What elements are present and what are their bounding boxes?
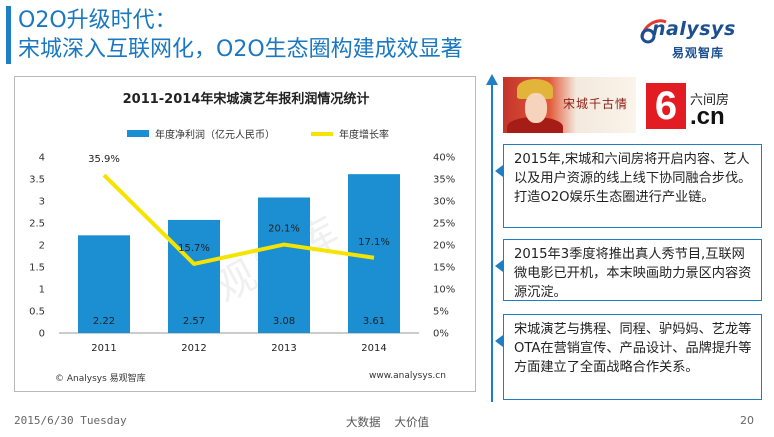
y-tick-label: 1 bbox=[39, 285, 45, 296]
footer-slogan-2: 大价值 bbox=[394, 415, 430, 429]
chart-source-left: © Analysys 易观智库 bbox=[55, 374, 146, 384]
y2-tick-label: 0% bbox=[433, 329, 449, 340]
info-box-1: 2015年,宋城和六间房将开启内容、艺人以及用户资源的线上线下协同融合步伐。打造… bbox=[495, 144, 762, 228]
x-tick-label: 2014 bbox=[361, 343, 386, 354]
y-tick-label: 3.5 bbox=[29, 175, 45, 186]
y-tick-label: 4 bbox=[39, 153, 45, 164]
bar-2012 bbox=[168, 219, 220, 333]
line-value-label: 15.7% bbox=[178, 243, 210, 254]
growth-rate-line bbox=[102, 173, 375, 266]
analysys-logo: nalysys 易观智库 bbox=[632, 16, 762, 64]
chart-plot: 00.511.522.533.540%5%10%15%20%25%30%35%4… bbox=[29, 153, 455, 355]
info-box-2-text: 2015年3季度将推出真人秀节目,互联网微电影已开机，本末映画助力景区内容资源沉… bbox=[514, 247, 752, 300]
sixroom-number: 6 bbox=[646, 83, 686, 129]
slide-title-line2: 宋城深入互联网化，O2O生态圈构建成效显著 bbox=[18, 37, 463, 62]
sixroom-name: 六间房 bbox=[690, 93, 730, 108]
bar-value-label: 3.08 bbox=[273, 316, 295, 327]
page-number: 20 bbox=[740, 414, 754, 427]
sixroom-domain: .cn bbox=[690, 103, 725, 130]
y2-tick-label: 5% bbox=[433, 307, 449, 318]
info-box-1-text: 2015年,宋城和六间房将开启内容、艺人以及用户资源的线上线下协同融合步伐。打造… bbox=[514, 152, 752, 205]
bar-2013 bbox=[258, 197, 310, 333]
chart-title: 2011-2014年宋城演艺年报利润情况统计 bbox=[122, 92, 370, 107]
line-value-label: 20.1% bbox=[268, 224, 300, 235]
timeline-line bbox=[491, 84, 493, 402]
logo-swoosh-icon bbox=[640, 19, 667, 44]
image-figure-robe bbox=[507, 117, 563, 133]
footer-slogan: 大数据 大价值 bbox=[346, 414, 429, 430]
slide-title: O2O升级时代： 宋城深入互联网化，O2O生态圈构建成效显著 bbox=[18, 6, 463, 64]
info-box-2: 2015年3季度将推出真人秀节目,互联网微电影已开机，本末映画助力景区内容资源沉… bbox=[495, 239, 762, 301]
title-accent-bar bbox=[6, 6, 11, 64]
y2-tick-label: 35% bbox=[433, 175, 455, 186]
image-figure-face bbox=[525, 93, 547, 123]
legend-label-profit: 年度净利润（亿元人民币） bbox=[155, 130, 275, 141]
bar-value-label: 2.22 bbox=[93, 316, 115, 327]
line-value-label: 17.1% bbox=[358, 237, 390, 248]
y2-tick-label: 10% bbox=[433, 285, 455, 296]
y-tick-label: 2 bbox=[39, 241, 45, 252]
x-tick-label: 2012 bbox=[181, 343, 206, 354]
y2-tick-label: 30% bbox=[433, 197, 455, 208]
legend-bar-swatch bbox=[127, 130, 149, 137]
legend-item-growth: 年度增长率 bbox=[311, 126, 389, 141]
legend-label-growth: 年度增长率 bbox=[339, 130, 389, 141]
footer-date: 2015/6/30 Tuesday bbox=[14, 414, 127, 427]
line-value-label: 35.9% bbox=[88, 154, 120, 165]
y-tick-label: 1.5 bbox=[29, 263, 45, 274]
y2-tick-label: 40% bbox=[433, 153, 455, 164]
songcheng-show-image: 宋城千古情 bbox=[503, 77, 636, 133]
sixroom-logo: 6 六间房 .cn bbox=[646, 81, 764, 131]
arrow-up-icon bbox=[486, 74, 498, 85]
x-tick-label: 2013 bbox=[271, 343, 296, 354]
chart-source-right: www.analysys.cn bbox=[369, 371, 446, 381]
image-figure-crown bbox=[517, 79, 553, 99]
x-tick-label: 2011 bbox=[91, 343, 116, 354]
bar-value-label: 2.57 bbox=[183, 316, 205, 327]
slide-title-line1: O2O升级时代： bbox=[18, 8, 177, 33]
y-tick-label: 2.5 bbox=[29, 219, 45, 230]
y2-tick-label: 20% bbox=[433, 241, 455, 252]
footer-slogan-1: 大数据 bbox=[346, 415, 381, 429]
bar-2011 bbox=[78, 235, 130, 333]
y-tick-label: 0 bbox=[39, 329, 45, 340]
timeline-arrow bbox=[486, 74, 498, 402]
box-pointer bbox=[495, 165, 503, 177]
bar-value-label: 3.61 bbox=[363, 316, 385, 327]
y2-tick-label: 25% bbox=[433, 219, 455, 230]
legend-item-profit: 年度净利润（亿元人民币） bbox=[127, 126, 275, 141]
logo-wordmark: nalysys bbox=[652, 18, 736, 40]
songcheng-caption: 宋城千古情 bbox=[563, 97, 629, 111]
box-pointer bbox=[495, 260, 503, 272]
y-tick-label: 3 bbox=[39, 197, 45, 208]
info-box-3: 宋城演艺与携程、同程、驴妈妈、艺龙等OTA在营销宣传、产品设计、品牌提升等方面建… bbox=[495, 314, 762, 400]
info-box-3-text: 宋城演艺与携程、同程、驴妈妈、艺龙等OTA在营销宣传、产品设计、品牌提升等方面建… bbox=[514, 322, 752, 375]
legend-line-swatch bbox=[311, 131, 333, 136]
box-pointer bbox=[495, 335, 503, 347]
profit-chart: 易观智库 2011-2014年宋城演艺年报利润情况统计 年度净利润（亿元人民币）… bbox=[14, 76, 476, 392]
logo-subtitle: 易观智库 bbox=[672, 46, 725, 60]
y2-tick-label: 15% bbox=[433, 263, 455, 274]
y-tick-label: 0.5 bbox=[29, 307, 45, 318]
